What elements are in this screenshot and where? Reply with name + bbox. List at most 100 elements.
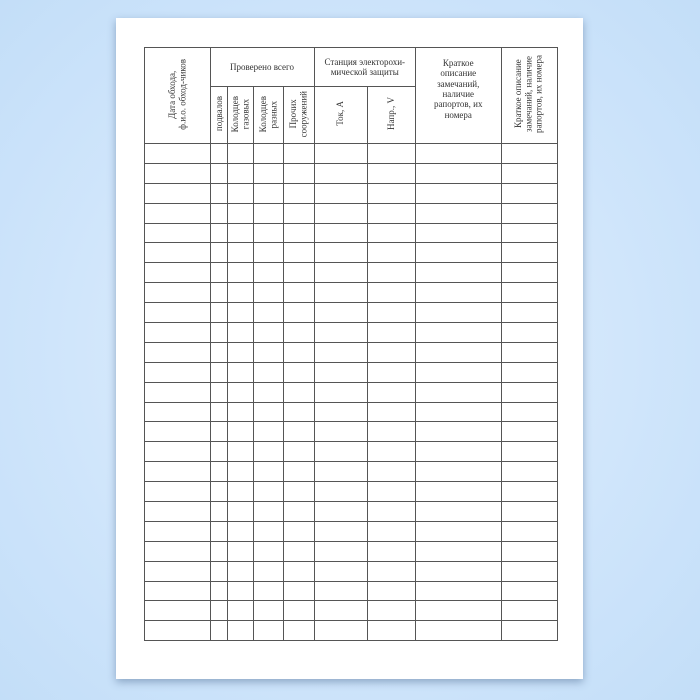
form-page: Дата обхода, ф.и.о. обход-чиков Проверен… [116, 18, 583, 679]
header-other-structures: Прочих сооружений [282, 86, 315, 144]
table-cell [415, 620, 502, 642]
table-cell [209, 540, 228, 562]
table-cell [252, 302, 284, 324]
table-cell [500, 520, 558, 542]
table-row [144, 222, 558, 244]
table-cell [227, 421, 254, 443]
table-cell [500, 620, 558, 642]
table-cell [209, 242, 228, 264]
table-cell [366, 520, 416, 542]
table-cell [313, 381, 368, 403]
table-cell [500, 341, 558, 363]
table-cell [227, 282, 254, 304]
table-cell [144, 381, 211, 403]
table-cell [144, 461, 211, 483]
table-cell [366, 302, 416, 324]
table-cell [313, 560, 368, 582]
table-cell [252, 421, 284, 443]
table-cell [209, 481, 228, 503]
table-cell [252, 182, 284, 204]
table-cell [500, 143, 558, 164]
table-row [144, 441, 558, 463]
table-cell [313, 620, 368, 642]
table-cell [313, 162, 368, 184]
table-row [144, 481, 558, 503]
table-cell [500, 441, 558, 463]
header-date-name: Дата обхода, ф.и.о. обход-чиков [144, 47, 211, 144]
table-cell [282, 202, 315, 224]
table-cell [252, 222, 284, 244]
table-cell [500, 401, 558, 423]
table-cell [282, 580, 315, 602]
table-cell [282, 381, 315, 403]
table-cell [209, 202, 228, 224]
table-cell [366, 282, 416, 304]
table-cell [227, 560, 254, 582]
table-cell [313, 580, 368, 602]
table-cell [252, 540, 284, 562]
table-cell [209, 620, 228, 642]
table-cell [500, 361, 558, 383]
table-cell [144, 302, 211, 324]
table-cell [227, 361, 254, 383]
table-cell [282, 481, 315, 503]
table-cell [415, 501, 502, 522]
table-row [144, 182, 558, 204]
table-cell [227, 242, 254, 264]
table-cell [227, 302, 254, 324]
table-cell [144, 282, 211, 304]
table-cell [313, 421, 368, 443]
table-cell [282, 600, 315, 622]
table-cell [209, 520, 228, 542]
table-cell [144, 401, 211, 423]
table-row [144, 501, 558, 522]
table-cell [500, 560, 558, 582]
table-cell [282, 461, 315, 483]
table-cell [500, 202, 558, 224]
table-cell [366, 381, 416, 403]
table-cell [415, 282, 502, 304]
table-cell [144, 242, 211, 264]
table-cell [313, 401, 368, 423]
table-row [144, 341, 558, 363]
table-cell [252, 481, 284, 503]
table-cell [313, 222, 368, 244]
table-cell [144, 441, 211, 463]
table-cell [209, 600, 228, 622]
table-cell [313, 202, 368, 224]
table-cell [313, 242, 368, 264]
table-cell [313, 461, 368, 483]
table-cell [282, 520, 315, 542]
table-cell [144, 262, 211, 284]
table-row [144, 162, 558, 184]
table-row [144, 282, 558, 304]
table-cell [227, 441, 254, 463]
table-cell [282, 421, 315, 443]
table-cell [366, 322, 416, 343]
table-cell [252, 501, 284, 522]
table-cell [252, 461, 284, 483]
table-cell [227, 620, 254, 642]
table-cell [252, 560, 284, 582]
table-cell [500, 322, 558, 343]
table-cell [415, 401, 502, 423]
table-cell [500, 381, 558, 403]
table-cell [415, 461, 502, 483]
table-cell [209, 143, 228, 164]
table-cell [366, 182, 416, 204]
table-row [144, 401, 558, 423]
table-cell [366, 481, 416, 503]
table-cell [415, 540, 502, 562]
table-cell [209, 441, 228, 463]
table-cell [415, 242, 502, 264]
table-cell [282, 302, 315, 324]
header-current: Ток, А [313, 86, 368, 144]
header-ecp-station: Станция электорохи-мической защиты [313, 47, 416, 87]
table-cell [282, 540, 315, 562]
table-cell [209, 302, 228, 324]
table-cell [282, 501, 315, 522]
table-cell [282, 322, 315, 343]
table-cell [366, 361, 416, 383]
table-cell [282, 401, 315, 423]
table-cell [144, 501, 211, 522]
